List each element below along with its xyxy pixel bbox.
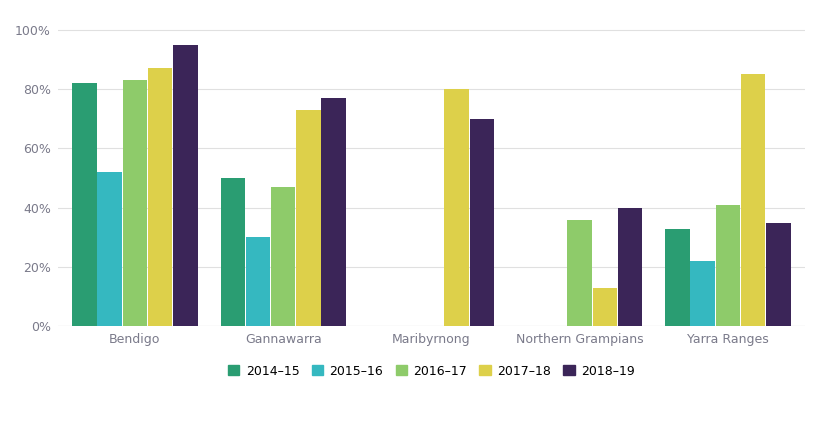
Bar	[740, 74, 764, 327]
Bar	[97, 172, 122, 327]
Bar	[617, 208, 641, 327]
Bar	[72, 83, 97, 327]
Bar	[123, 80, 147, 327]
Legend: 2014–15, 2015–16, 2016–17, 2017–18, 2018–19: 2014–15, 2015–16, 2016–17, 2017–18, 2018…	[223, 359, 639, 382]
Bar	[765, 222, 790, 327]
Bar	[270, 187, 295, 327]
Bar	[173, 44, 197, 327]
Bar	[246, 238, 269, 327]
Bar	[664, 229, 689, 327]
Bar	[296, 110, 320, 327]
Bar	[147, 68, 172, 327]
Bar	[567, 220, 591, 327]
Bar	[469, 119, 493, 327]
Bar	[220, 178, 245, 327]
Bar	[592, 288, 617, 327]
Bar	[715, 205, 740, 327]
Bar	[690, 261, 714, 327]
Bar	[444, 89, 468, 327]
Bar	[321, 98, 346, 327]
